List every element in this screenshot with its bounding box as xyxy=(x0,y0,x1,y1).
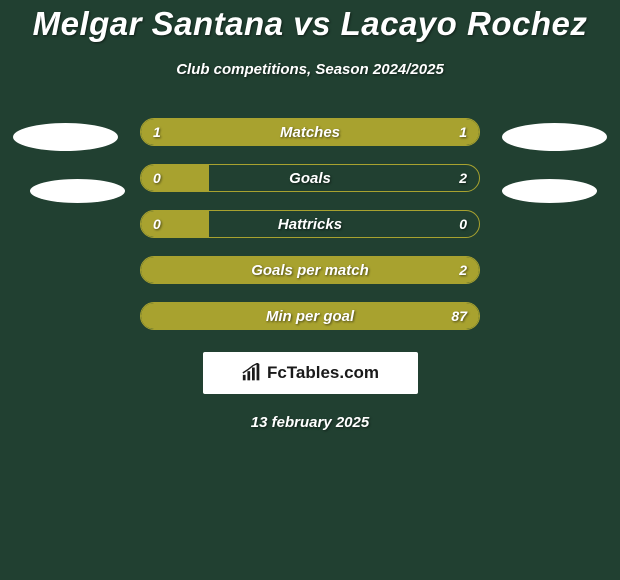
page-title: Melgar Santana vs Lacayo Rochez xyxy=(33,5,588,43)
stat-label: Goals per match xyxy=(251,262,369,279)
stat-label: Goals xyxy=(289,170,331,187)
left-badge-column xyxy=(5,118,125,330)
stat-fill xyxy=(141,211,209,237)
player-right-badge-2 xyxy=(502,179,597,203)
page-subtitle: Club competitions, Season 2024/2025 xyxy=(176,61,444,78)
stat-row-goals-per-match: Goals per match 2 xyxy=(140,256,480,284)
stat-left-value: 1 xyxy=(153,124,161,140)
stat-label: Hattricks xyxy=(278,216,342,233)
stat-right-value: 2 xyxy=(459,170,467,186)
infographic-container: Melgar Santana vs Lacayo Rochez Club com… xyxy=(0,0,620,431)
stat-label: Min per goal xyxy=(266,308,354,325)
stat-fill xyxy=(141,165,209,191)
right-badge-column xyxy=(495,118,615,330)
stat-right-value: 2 xyxy=(459,262,467,278)
bar-chart-icon xyxy=(241,363,263,383)
player-left-badge-1 xyxy=(13,123,118,151)
brand-logo-box: FcTables.com xyxy=(203,352,418,394)
stat-row-min-per-goal: Min per goal 87 xyxy=(140,302,480,330)
stat-left-value: 0 xyxy=(153,216,161,232)
stat-right-value: 0 xyxy=(459,216,467,232)
player-left-badge-2 xyxy=(30,179,125,203)
stats-area: 1 Matches 1 0 Goals 2 0 Hattricks 0 Goal… xyxy=(0,118,620,330)
stat-row-matches: 1 Matches 1 xyxy=(140,118,480,146)
stat-row-goals: 0 Goals 2 xyxy=(140,164,480,192)
stat-row-hattricks: 0 Hattricks 0 xyxy=(140,210,480,238)
player-right-badge-1 xyxy=(502,123,607,151)
stat-left-value: 0 xyxy=(153,170,161,186)
footer-date: 13 february 2025 xyxy=(251,414,369,431)
stat-right-value: 1 xyxy=(459,124,467,140)
stat-right-value: 87 xyxy=(451,308,467,324)
brand-text: FcTables.com xyxy=(267,363,379,383)
stat-label: Matches xyxy=(280,124,340,141)
stat-bars-column: 1 Matches 1 0 Goals 2 0 Hattricks 0 Goal… xyxy=(140,118,480,330)
